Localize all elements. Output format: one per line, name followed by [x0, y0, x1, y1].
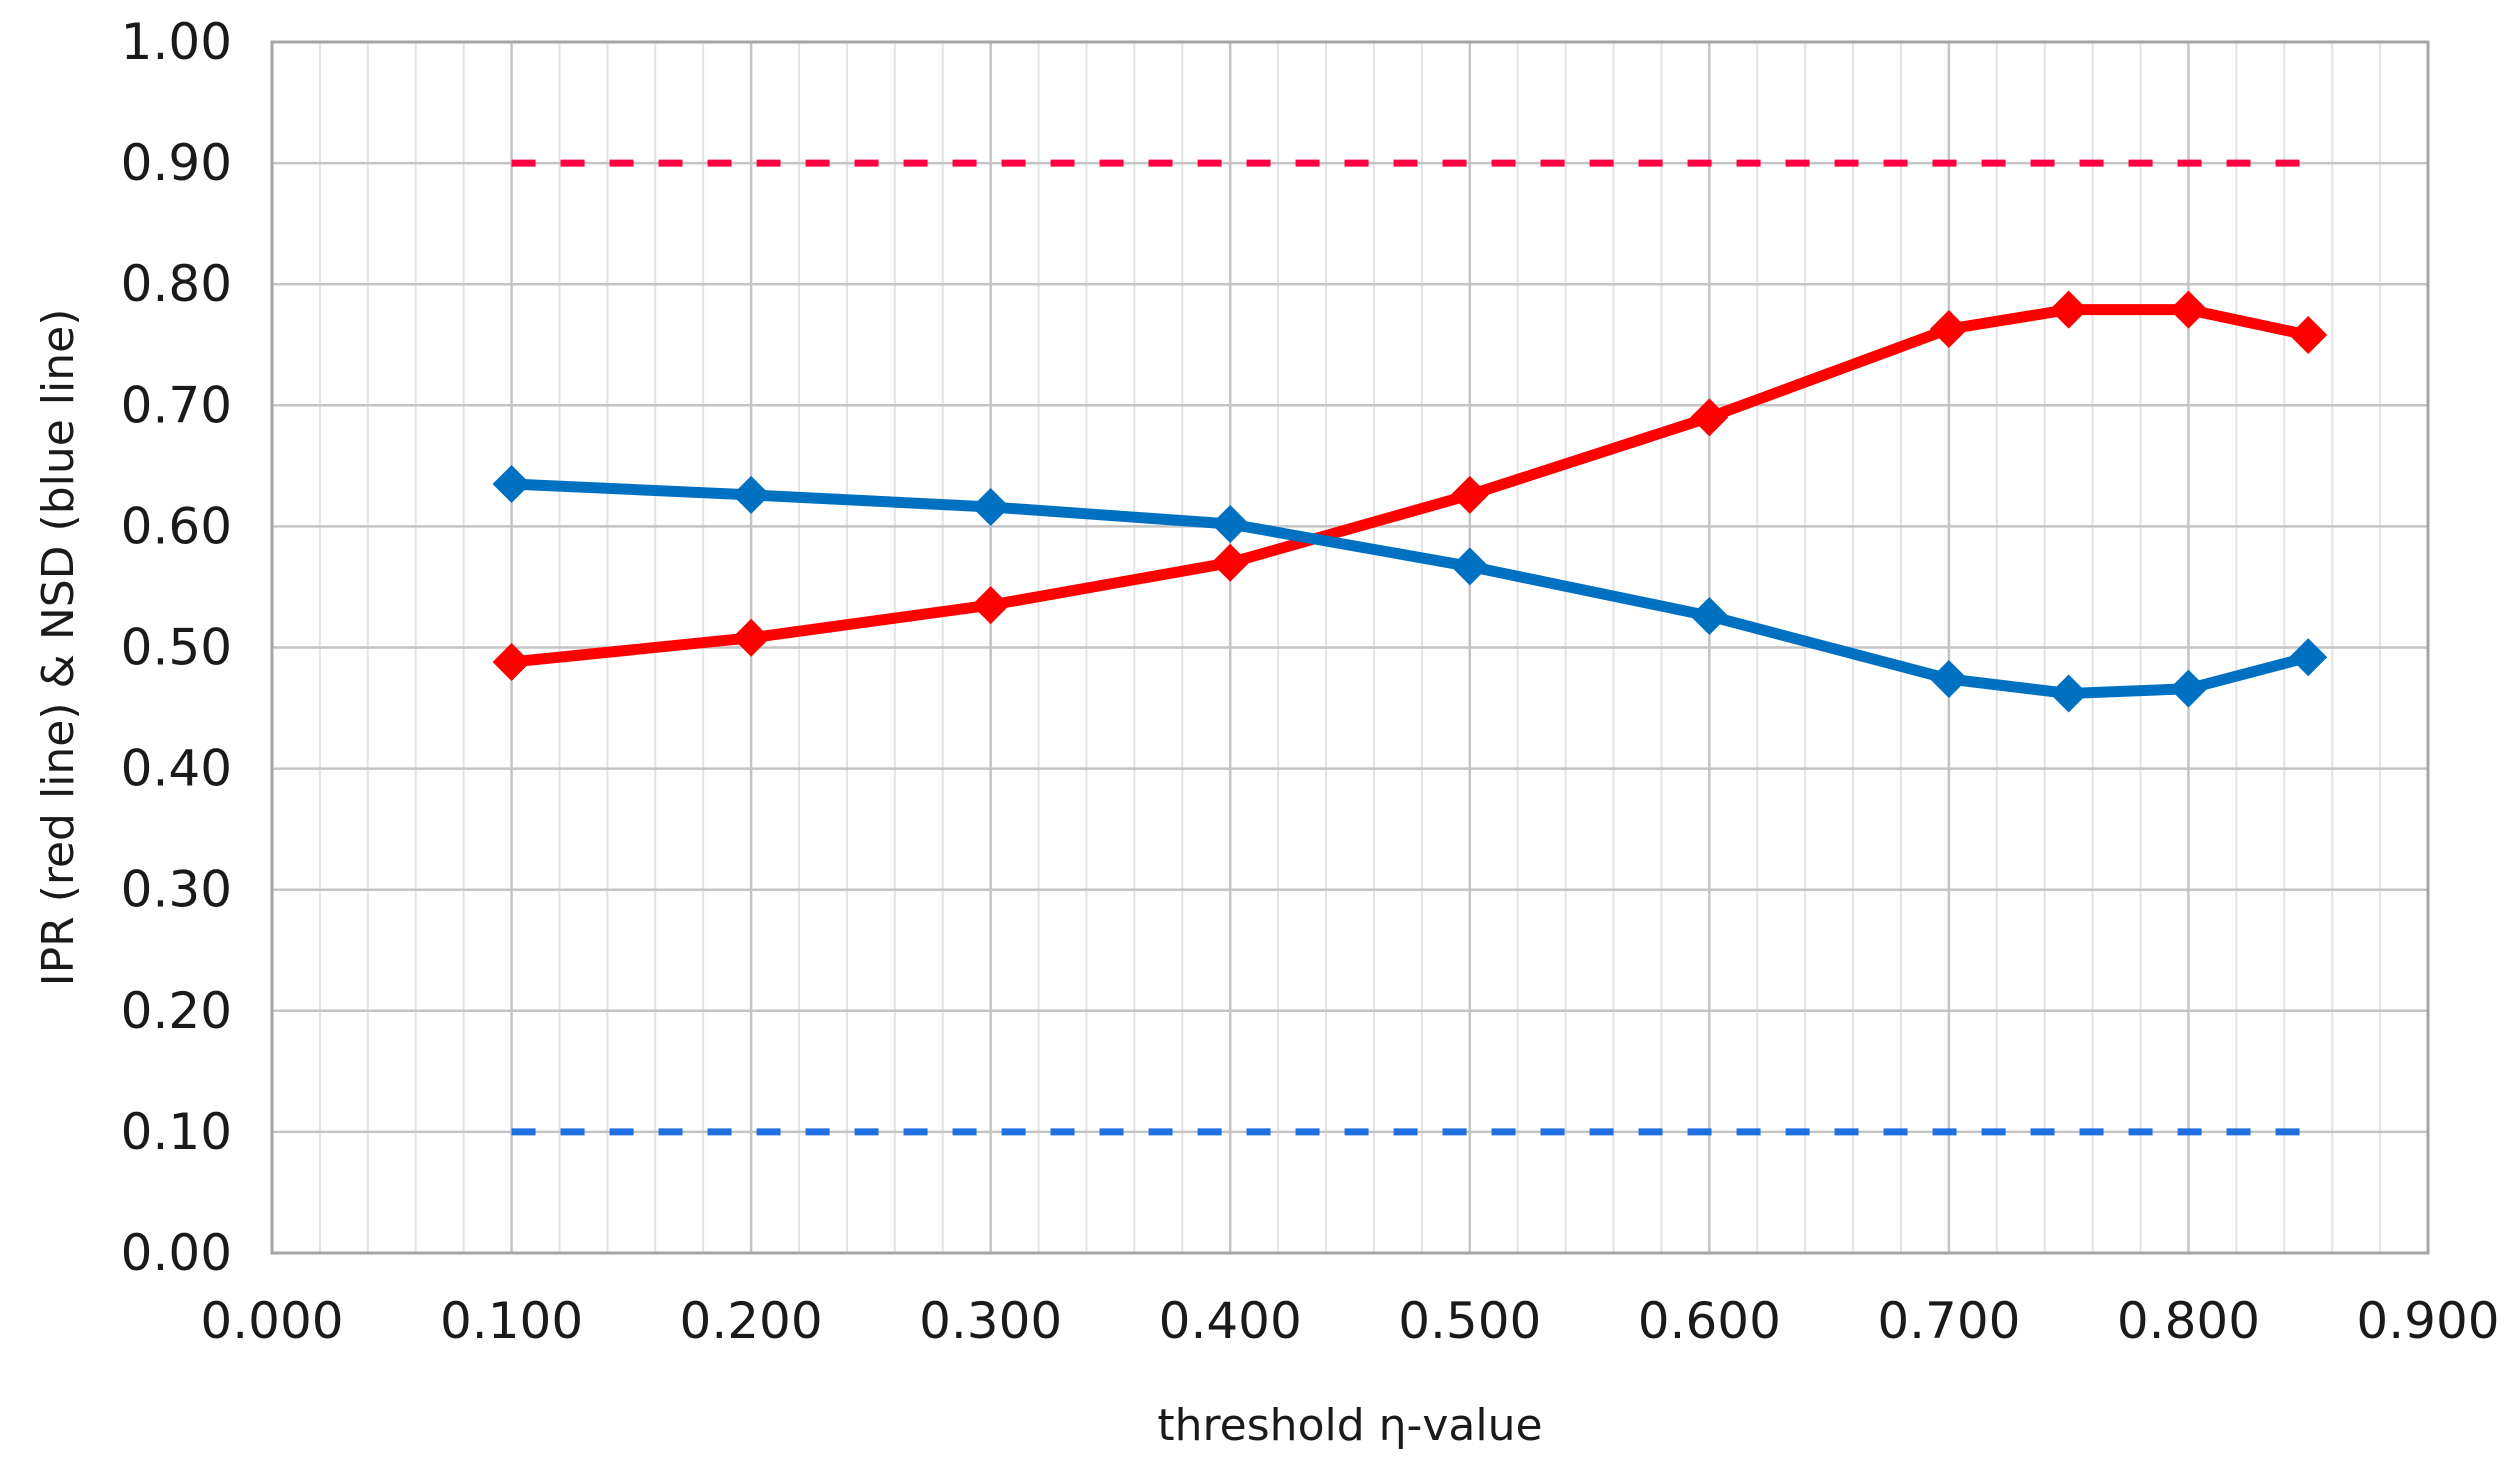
x-tick-label: 0.900 — [2356, 1292, 2499, 1350]
blue-data-point — [1211, 504, 1250, 543]
blue-data-point — [2049, 674, 2088, 713]
x-tick-label: 0.000 — [200, 1292, 343, 1350]
series-markers — [492, 290, 2328, 713]
y-tick-label: 0.80 — [121, 255, 232, 313]
y-tick-label: 0.10 — [121, 1103, 232, 1161]
y-tick-label: 1.00 — [121, 13, 232, 71]
y-tick-label: 0.40 — [121, 740, 232, 798]
blue-data-point — [732, 475, 771, 514]
y-axis-tick-labels: 0.00 0.10 0.20 0.30 0.40 0.50 0.60 0.70 0.80 0.90… — [121, 13, 232, 1282]
red-data-point — [1929, 310, 1968, 349]
blue-data-point — [1929, 659, 1968, 698]
reference-lines — [511, 159, 2309, 1136]
y-tick-label: 0.90 — [121, 134, 232, 192]
y-tick-label: 0.30 — [121, 861, 232, 919]
y-tick-label: 0.20 — [121, 982, 232, 1040]
y-tick-label: 0.00 — [121, 1224, 232, 1282]
y-tick-label: 0.70 — [121, 376, 232, 434]
blue-data-point — [1690, 597, 1729, 636]
x-tick-label: 0.500 — [1398, 1292, 1541, 1350]
y-tick-label: 0.60 — [121, 497, 232, 555]
blue-data-point — [971, 488, 1010, 527]
red-data-point — [732, 618, 771, 657]
red-data-point — [2289, 316, 2328, 355]
red-data-point — [971, 586, 1010, 625]
x-tick-label: 0.700 — [1877, 1292, 2020, 1350]
plot-area-border — [270, 40, 2430, 1255]
x-tick-label: 0.800 — [2117, 1292, 2260, 1350]
red-data-point — [1690, 398, 1729, 437]
red-data-point — [1450, 475, 1489, 514]
x-tick-label: 0.600 — [1638, 1292, 1781, 1350]
y-tick-label: 0.50 — [121, 619, 232, 677]
x-axis-tick-labels: 0.000 0.100 0.200 0.300 0.400 0.500 0.600 0.700… — [200, 1292, 2499, 1350]
blue-series-line — [506, 478, 2314, 699]
y-axis-title: IPR (red line) & NSD (blue line) — [33, 309, 84, 987]
red-data-point — [2049, 290, 2088, 329]
blue-data-point — [2289, 638, 2328, 677]
blue-data-point — [492, 465, 531, 504]
blue-data-point — [2169, 669, 2208, 708]
red-data-point — [2169, 290, 2208, 329]
x-tick-label: 0.300 — [919, 1292, 1062, 1350]
red-data-point — [492, 643, 531, 682]
x-tick-label: 0.200 — [680, 1292, 823, 1350]
blue-data-point — [1450, 547, 1489, 586]
x-tick-label: 0.400 — [1159, 1292, 1302, 1350]
x-tick-label: 0.100 — [440, 1292, 583, 1350]
red-series-line — [506, 304, 2314, 668]
x-axis-title: threshold η-value — [1157, 1400, 1542, 1451]
red-data-point — [1211, 543, 1250, 582]
major-gridlines — [270, 40, 2430, 1255]
series-lines — [506, 304, 2314, 699]
